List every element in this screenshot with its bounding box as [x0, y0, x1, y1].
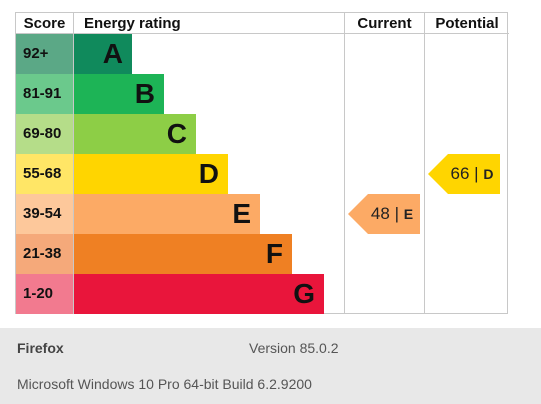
rating-bar-c: C: [74, 114, 196, 154]
os-info: Microsoft Windows 10 Pro 64-bit Build 6.…: [17, 376, 312, 392]
current-band: E: [403, 206, 414, 222]
potential-rating-arrow: 66 | D: [428, 154, 500, 194]
rating-bar-d: D: [74, 154, 228, 194]
rating-bar-f: F: [74, 234, 292, 274]
score-range-e: 39-54: [16, 194, 73, 234]
divider: [73, 13, 74, 313]
score-range-d: 55-68: [16, 154, 73, 194]
rating-bar-g: G: [74, 274, 324, 314]
divider: [344, 13, 345, 313]
browser-name: Firefox: [17, 340, 64, 356]
score-range-c: 69-80: [16, 114, 73, 154]
rating-bar-b: B: [74, 74, 164, 114]
divider: [424, 13, 425, 313]
rating-bar-a: A: [74, 34, 132, 74]
score-range-f: 21-38: [16, 234, 73, 274]
potential-value: 66: [450, 164, 470, 183]
browser-info-footer: Firefox Version 85.0.2 Microsoft Windows…: [0, 328, 541, 404]
current-rating-arrow: 48 | E: [348, 194, 420, 234]
score-header: Score: [16, 13, 73, 34]
current-header: Current: [345, 13, 424, 34]
energy-rating-header: Energy rating: [74, 13, 344, 34]
energy-rating-chart: Score Energy rating Current Potential 92…: [15, 12, 509, 314]
potential-header: Potential: [425, 13, 509, 34]
score-range-b: 81-91: [16, 74, 73, 114]
score-range-g: 1-20: [16, 274, 73, 314]
potential-band: D: [483, 166, 494, 182]
rating-bar-e: E: [74, 194, 260, 234]
current-value: 48: [370, 204, 390, 223]
score-range-a: 92+: [16, 34, 73, 74]
browser-version: Version 85.0.2: [249, 340, 339, 356]
